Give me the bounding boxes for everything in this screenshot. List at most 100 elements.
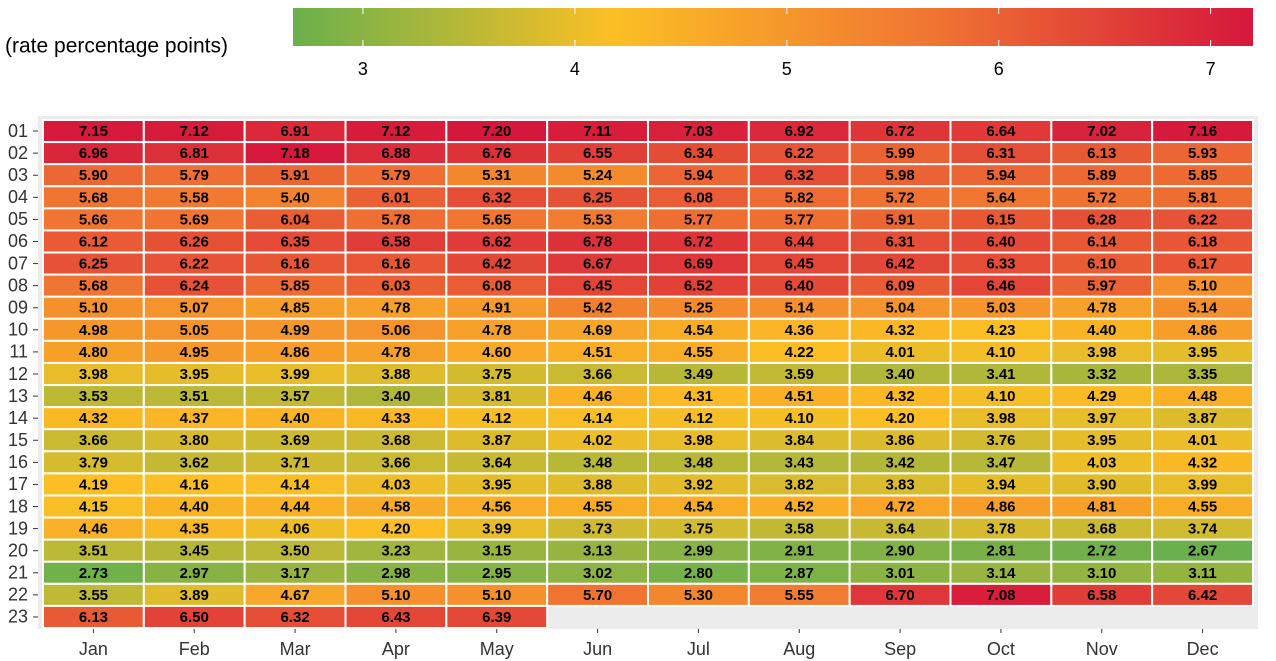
cell-label: 5.05 bbox=[180, 322, 209, 339]
cell-label: 3.10 bbox=[1087, 565, 1116, 582]
cell-label: 2.81 bbox=[986, 543, 1015, 560]
cell-label: 3.48 bbox=[684, 454, 713, 471]
cell-label: 6.69 bbox=[684, 256, 713, 273]
cell-label: 4.12 bbox=[482, 410, 511, 427]
y-tick-label: 18 bbox=[8, 496, 28, 516]
cell-label: 3.66 bbox=[381, 454, 410, 471]
cell-label: 4.78 bbox=[381, 344, 410, 361]
cell-label: 6.32 bbox=[482, 189, 511, 206]
y-tick-label: 08 bbox=[8, 275, 28, 295]
cell-label: 4.86 bbox=[1188, 322, 1217, 339]
cell-label: 5.85 bbox=[1188, 167, 1217, 184]
cell-label: 5.14 bbox=[785, 300, 815, 317]
cell-label: 5.10 bbox=[482, 587, 511, 604]
cell-label: 4.06 bbox=[280, 521, 309, 538]
cell-label: 6.40 bbox=[785, 278, 814, 295]
cell-label: 4.95 bbox=[180, 344, 209, 361]
y-tick-label: 17 bbox=[8, 474, 28, 494]
cell-label: 4.60 bbox=[482, 344, 511, 361]
heatmap-cell bbox=[445, 604, 549, 629]
cell-label: 5.10 bbox=[1188, 278, 1217, 295]
cell-label: 3.68 bbox=[1087, 521, 1116, 538]
cell-label: 3.64 bbox=[885, 521, 915, 538]
cell-label: 6.44 bbox=[785, 233, 815, 250]
cell-label: 3.13 bbox=[583, 543, 612, 560]
cell-label: 3.90 bbox=[1087, 476, 1116, 493]
cell-label: 5.72 bbox=[885, 189, 914, 206]
cell-label: 3.97 bbox=[1087, 410, 1116, 427]
cell-label: 6.42 bbox=[482, 256, 511, 273]
cell-label: 4.14 bbox=[280, 476, 310, 493]
cell-label: 6.31 bbox=[986, 145, 1015, 162]
cell-label: 6.42 bbox=[885, 256, 914, 273]
cell-label: 4.51 bbox=[583, 344, 612, 361]
y-tick-label: 04 bbox=[8, 187, 28, 207]
cell-label: 6.55 bbox=[583, 145, 612, 162]
cell-label: 4.32 bbox=[885, 322, 914, 339]
y-tick-label: 10 bbox=[8, 320, 28, 340]
cell-label: 3.48 bbox=[583, 454, 612, 471]
cell-label: 3.51 bbox=[180, 388, 209, 405]
cell-label: 4.01 bbox=[885, 344, 914, 361]
cell-label: 4.40 bbox=[1087, 322, 1116, 339]
y-tick-label: 09 bbox=[8, 297, 28, 317]
cell-label: 5.90 bbox=[79, 167, 108, 184]
cell-label: 5.94 bbox=[986, 167, 1016, 184]
cell-label: 6.01 bbox=[381, 189, 410, 206]
cell-label: 4.10 bbox=[986, 344, 1015, 361]
cell-label: 4.33 bbox=[381, 410, 410, 427]
cell-label: 4.15 bbox=[79, 498, 108, 515]
cell-label: 5.79 bbox=[381, 167, 410, 184]
cell-label: 5.66 bbox=[79, 211, 108, 228]
cell-label: 6.58 bbox=[1087, 587, 1116, 604]
cell-label: 6.45 bbox=[583, 278, 612, 295]
cell-label: 6.22 bbox=[180, 256, 209, 273]
cell-label: 5.94 bbox=[684, 167, 714, 184]
cell-label: 6.31 bbox=[885, 233, 914, 250]
cell-label: 4.29 bbox=[1087, 388, 1116, 405]
cell-label: 4.32 bbox=[1188, 454, 1217, 471]
cell-label: 5.69 bbox=[180, 211, 209, 228]
cell-label: 5.97 bbox=[1087, 278, 1116, 295]
cell-label: 6.70 bbox=[885, 587, 914, 604]
y-tick-label: 16 bbox=[8, 452, 28, 472]
cell-label: 3.99 bbox=[1188, 476, 1217, 493]
cell-label: 3.43 bbox=[785, 454, 814, 471]
cell-label: 5.30 bbox=[684, 587, 713, 604]
cell-label: 4.31 bbox=[684, 388, 713, 405]
cell-label: 6.16 bbox=[381, 256, 410, 273]
cell-label: 4.16 bbox=[180, 476, 209, 493]
x-tick-label: Jul bbox=[687, 639, 710, 659]
cell-label: 5.77 bbox=[684, 211, 713, 228]
cell-label: 3.66 bbox=[79, 432, 108, 449]
cell-label: 6.33 bbox=[986, 256, 1015, 273]
colorbar-tick-label: 5 bbox=[782, 59, 792, 79]
cell-label: 6.35 bbox=[280, 233, 309, 250]
cell-label: 3.32 bbox=[1087, 366, 1116, 383]
cell-label: 6.39 bbox=[482, 609, 511, 626]
cell-label: 4.55 bbox=[1188, 498, 1217, 515]
cell-label: 3.41 bbox=[986, 366, 1015, 383]
cell-label: 6.43 bbox=[381, 609, 410, 626]
cell-label: 4.35 bbox=[180, 521, 209, 538]
cell-label: 4.40 bbox=[180, 498, 209, 515]
cell-label: 3.84 bbox=[785, 432, 815, 449]
cell-label: 4.55 bbox=[684, 344, 713, 361]
cell-label: 6.13 bbox=[79, 609, 108, 626]
x-tick-label: Feb bbox=[179, 639, 210, 659]
cell-label: 5.65 bbox=[482, 211, 511, 228]
x-tick-label: Jun bbox=[583, 639, 612, 659]
cell-label: 3.69 bbox=[280, 432, 309, 449]
cell-label: 3.42 bbox=[885, 454, 914, 471]
cell-label: 6.22 bbox=[785, 145, 814, 162]
cell-label: 6.12 bbox=[79, 233, 108, 250]
cell-label: 4.12 bbox=[684, 410, 713, 427]
cell-label: 6.52 bbox=[684, 278, 713, 295]
cell-label: 7.18 bbox=[280, 145, 309, 162]
cell-label: 5.99 bbox=[885, 145, 914, 162]
cell-label: 6.25 bbox=[583, 189, 612, 206]
cell-label: 6.58 bbox=[381, 233, 410, 250]
cell-label: 3.80 bbox=[180, 432, 209, 449]
